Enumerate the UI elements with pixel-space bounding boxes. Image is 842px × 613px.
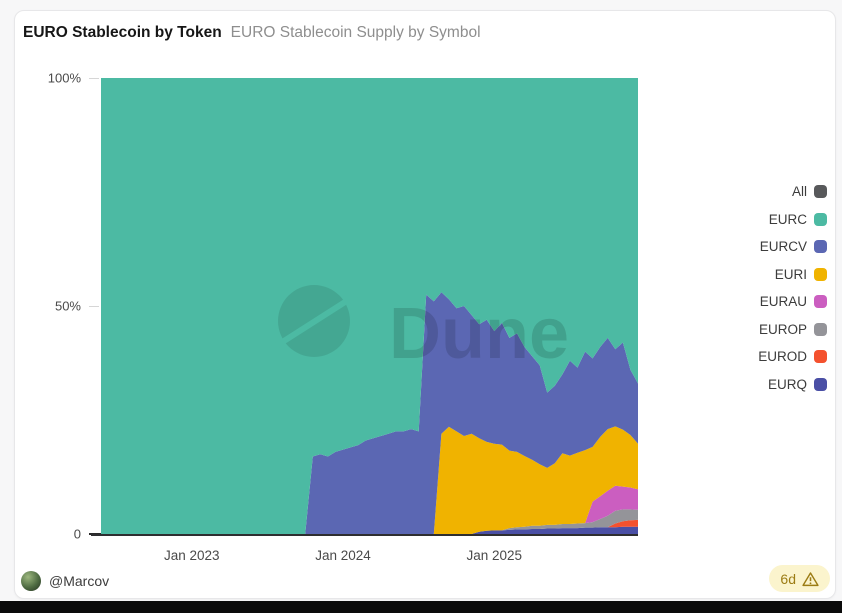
stacked-area-svg[interactable]: Dune bbox=[101, 78, 638, 534]
legend-swatch bbox=[814, 350, 827, 364]
legend-swatch bbox=[814, 295, 827, 309]
legend-item-eurod[interactable]: EUROD bbox=[758, 343, 827, 371]
chart-subtitle: EURO Stablecoin Supply by Symbol bbox=[230, 24, 481, 41]
warning-triangle-icon bbox=[802, 571, 819, 586]
staleness-age: 6d bbox=[780, 570, 796, 587]
staleness-badge[interactable]: 6d bbox=[769, 565, 830, 592]
author-username[interactable]: @Marcov bbox=[49, 573, 110, 589]
chart-title: EURO Stablecoin by Token bbox=[23, 24, 222, 41]
y-axis-label: 0 bbox=[73, 526, 81, 542]
legend-label: EURC bbox=[768, 211, 807, 227]
legend-swatch bbox=[814, 240, 827, 254]
legend-label: EURCV bbox=[759, 239, 807, 255]
legend-label: EUROP bbox=[758, 321, 807, 337]
area-series-euri bbox=[101, 426, 638, 534]
legend-label: EURAU bbox=[759, 294, 807, 310]
legend-swatch bbox=[814, 322, 827, 336]
y-axis-tick bbox=[89, 78, 99, 79]
watermark-logo-slash bbox=[271, 292, 358, 351]
y-axis-label: 100% bbox=[47, 70, 81, 86]
legend-item-euri[interactable]: EURI bbox=[758, 261, 827, 289]
author-row: @Marcov bbox=[21, 571, 109, 591]
legend-swatch bbox=[814, 377, 827, 391]
area-series-eurcv bbox=[101, 292, 638, 534]
plot-area[interactable]: Dune bbox=[101, 78, 638, 534]
legend-item-all[interactable]: All bbox=[758, 178, 827, 206]
legend-swatch bbox=[814, 212, 827, 226]
legend-swatch bbox=[814, 267, 827, 281]
legend-swatch bbox=[814, 185, 827, 199]
author-avatar[interactable] bbox=[21, 571, 41, 591]
legend-label: EURQ bbox=[767, 376, 807, 392]
legend-label: EUROD bbox=[758, 349, 807, 365]
x-axis-line bbox=[91, 534, 638, 536]
bottom-bar bbox=[0, 601, 842, 613]
y-axis-label: 50% bbox=[54, 298, 81, 314]
legend-label: All bbox=[791, 184, 807, 200]
area-series-eurq bbox=[101, 526, 638, 534]
legend-label: EURI bbox=[774, 266, 807, 282]
y-axis-tick bbox=[89, 306, 99, 307]
legend-item-eurc[interactable]: EURC bbox=[758, 206, 827, 234]
watermark-text: Dune bbox=[389, 294, 569, 374]
legend-item-eurau[interactable]: EURAU bbox=[758, 288, 827, 316]
x-axis-label: Jan 2023 bbox=[163, 548, 220, 563]
x-axis-label: Jan 2024 bbox=[315, 548, 371, 563]
legend-item-eurq[interactable]: EURQ bbox=[758, 371, 827, 399]
chart-card: EURO Stablecoin by Token EURO Stablecoin … bbox=[14, 10, 836, 599]
dune-watermark: Dune bbox=[271, 285, 569, 374]
legend: All EURC EURCV EURI EURAU EUROP EUROD EURQ bbox=[758, 178, 827, 398]
legend-item-eurcv[interactable]: EURCV bbox=[758, 233, 827, 261]
x-axis-label: Jan 2025 bbox=[466, 548, 523, 563]
area-series-eurc bbox=[101, 78, 638, 534]
legend-item-europ[interactable]: EUROP bbox=[758, 316, 827, 344]
chart-header: EURO Stablecoin by Token EURO Stablecoin … bbox=[23, 24, 481, 42]
